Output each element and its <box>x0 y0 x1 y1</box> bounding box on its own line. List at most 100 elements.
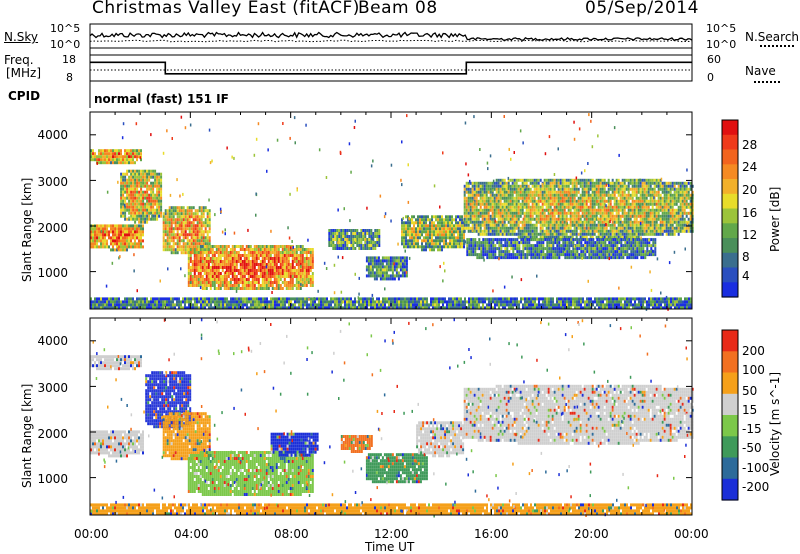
power-echo-cell <box>164 233 167 237</box>
power-echo-cell <box>350 229 353 232</box>
power-echo-cell <box>513 205 516 209</box>
power-echo-cell <box>275 251 278 254</box>
power-echo-cell <box>580 244 583 248</box>
power-echo-cell <box>377 274 380 278</box>
power-echo-cell <box>227 263 230 266</box>
power-echo-cell <box>599 208 602 212</box>
power-echo-cell <box>401 262 404 266</box>
power-echo-cell <box>102 155 104 159</box>
power-echo-cell <box>154 169 157 173</box>
power-echo-cell <box>498 253 501 257</box>
power-echo-cell <box>617 229 620 233</box>
power-echo-cell <box>533 202 536 206</box>
power-echo-cell <box>401 242 403 246</box>
power-echo-cell <box>635 214 638 218</box>
power-echo-cell <box>649 223 652 227</box>
power-echo-cell <box>599 229 602 233</box>
power-echo-cell <box>309 281 312 284</box>
power-echo-cell <box>555 199 558 203</box>
power-echo-cell <box>529 190 532 194</box>
power-echo-cell <box>259 275 262 278</box>
power-echo-cell <box>641 193 644 197</box>
power-echo-cell <box>211 284 214 287</box>
power-echo-cell <box>466 250 469 254</box>
power-echo-cell <box>547 199 550 203</box>
power-echo-cell <box>453 224 455 228</box>
power-echo-cell <box>667 190 670 194</box>
power-echo-cell <box>215 245 218 248</box>
power-echo-cell <box>567 190 570 194</box>
power-echo-cell <box>146 208 149 212</box>
power-echo-cell <box>393 268 396 272</box>
power-echo-cell <box>585 181 588 185</box>
power-echo-cell <box>373 271 376 275</box>
power-echo-cell <box>635 199 638 203</box>
power-echo-cell <box>520 256 523 260</box>
power-echo-cell <box>130 161 132 165</box>
power-echo-cell <box>607 178 610 182</box>
power-echo-cell <box>118 224 120 228</box>
power-echo-cell <box>623 235 626 239</box>
power-echo-cell <box>521 190 524 194</box>
power-echo-cell <box>567 193 570 197</box>
power-echo-cell <box>538 253 541 257</box>
power-echo-cell <box>385 274 388 278</box>
power-echo-cell <box>437 233 439 237</box>
power-echo-cell <box>130 149 132 153</box>
power-echo-cell <box>542 238 545 242</box>
power-echo-cell <box>180 233 183 237</box>
power-echo-cell <box>369 265 372 269</box>
power-echo-cell <box>166 209 169 213</box>
power-echo-cell <box>170 212 173 216</box>
power-echo-cell <box>122 202 125 206</box>
power-echo-cell <box>205 254 208 257</box>
power-echo-cell <box>261 272 264 275</box>
power-echo-cell <box>130 245 132 249</box>
power-echo-cell <box>376 232 379 235</box>
power-echo-cell <box>411 230 413 234</box>
power-echo-cell <box>305 257 308 260</box>
power-echo-cell <box>603 181 606 185</box>
power-echo-cell <box>539 211 542 215</box>
power-echo-cell <box>275 254 278 257</box>
power-echo-cell <box>130 158 132 162</box>
power-echo-cell <box>645 205 648 209</box>
power-echo-cell <box>463 205 466 209</box>
power-echo-cell <box>437 215 439 219</box>
power-echo-cell <box>510 256 513 260</box>
power-echo-cell <box>200 206 203 210</box>
power-echo-cell <box>536 244 539 248</box>
power-echo-cell <box>383 265 386 269</box>
power-echo-cell <box>443 239 445 243</box>
power-echo-cell <box>539 220 542 224</box>
power-echo-cell <box>126 172 129 176</box>
power-echo-cell <box>116 239 118 243</box>
power-echo-cell <box>257 287 260 290</box>
power-echo-cell <box>231 275 234 278</box>
power-echo-cell <box>132 245 134 249</box>
power-echo-cell <box>374 244 377 247</box>
power-echo-cell <box>146 187 149 191</box>
power-echo-cell <box>546 253 549 257</box>
power-echo-cell <box>601 184 604 188</box>
power-echo-cell <box>110 227 112 231</box>
power-echo-cell <box>518 244 521 248</box>
power-echo-cell <box>104 149 106 153</box>
power-echo-cell <box>495 226 498 230</box>
power-echo-cell <box>493 205 496 209</box>
power-echo-cell <box>120 214 123 218</box>
power-echo-cell <box>591 178 594 182</box>
power-echo-cell <box>580 256 583 260</box>
power-echo-cell <box>371 274 374 278</box>
power-echo-cell <box>643 199 646 203</box>
power-echo-cell <box>403 271 406 275</box>
power-echo-cell <box>465 226 468 230</box>
power-echo-cell <box>128 211 131 215</box>
power-echo-cell <box>373 259 376 263</box>
power-echo-cell <box>140 175 143 179</box>
power-echo-cell <box>124 211 127 215</box>
power-echo-cell <box>102 233 104 237</box>
power-echo-cell <box>595 217 598 221</box>
power-echo-cell <box>209 260 212 263</box>
power-echo-cell <box>160 199 163 203</box>
